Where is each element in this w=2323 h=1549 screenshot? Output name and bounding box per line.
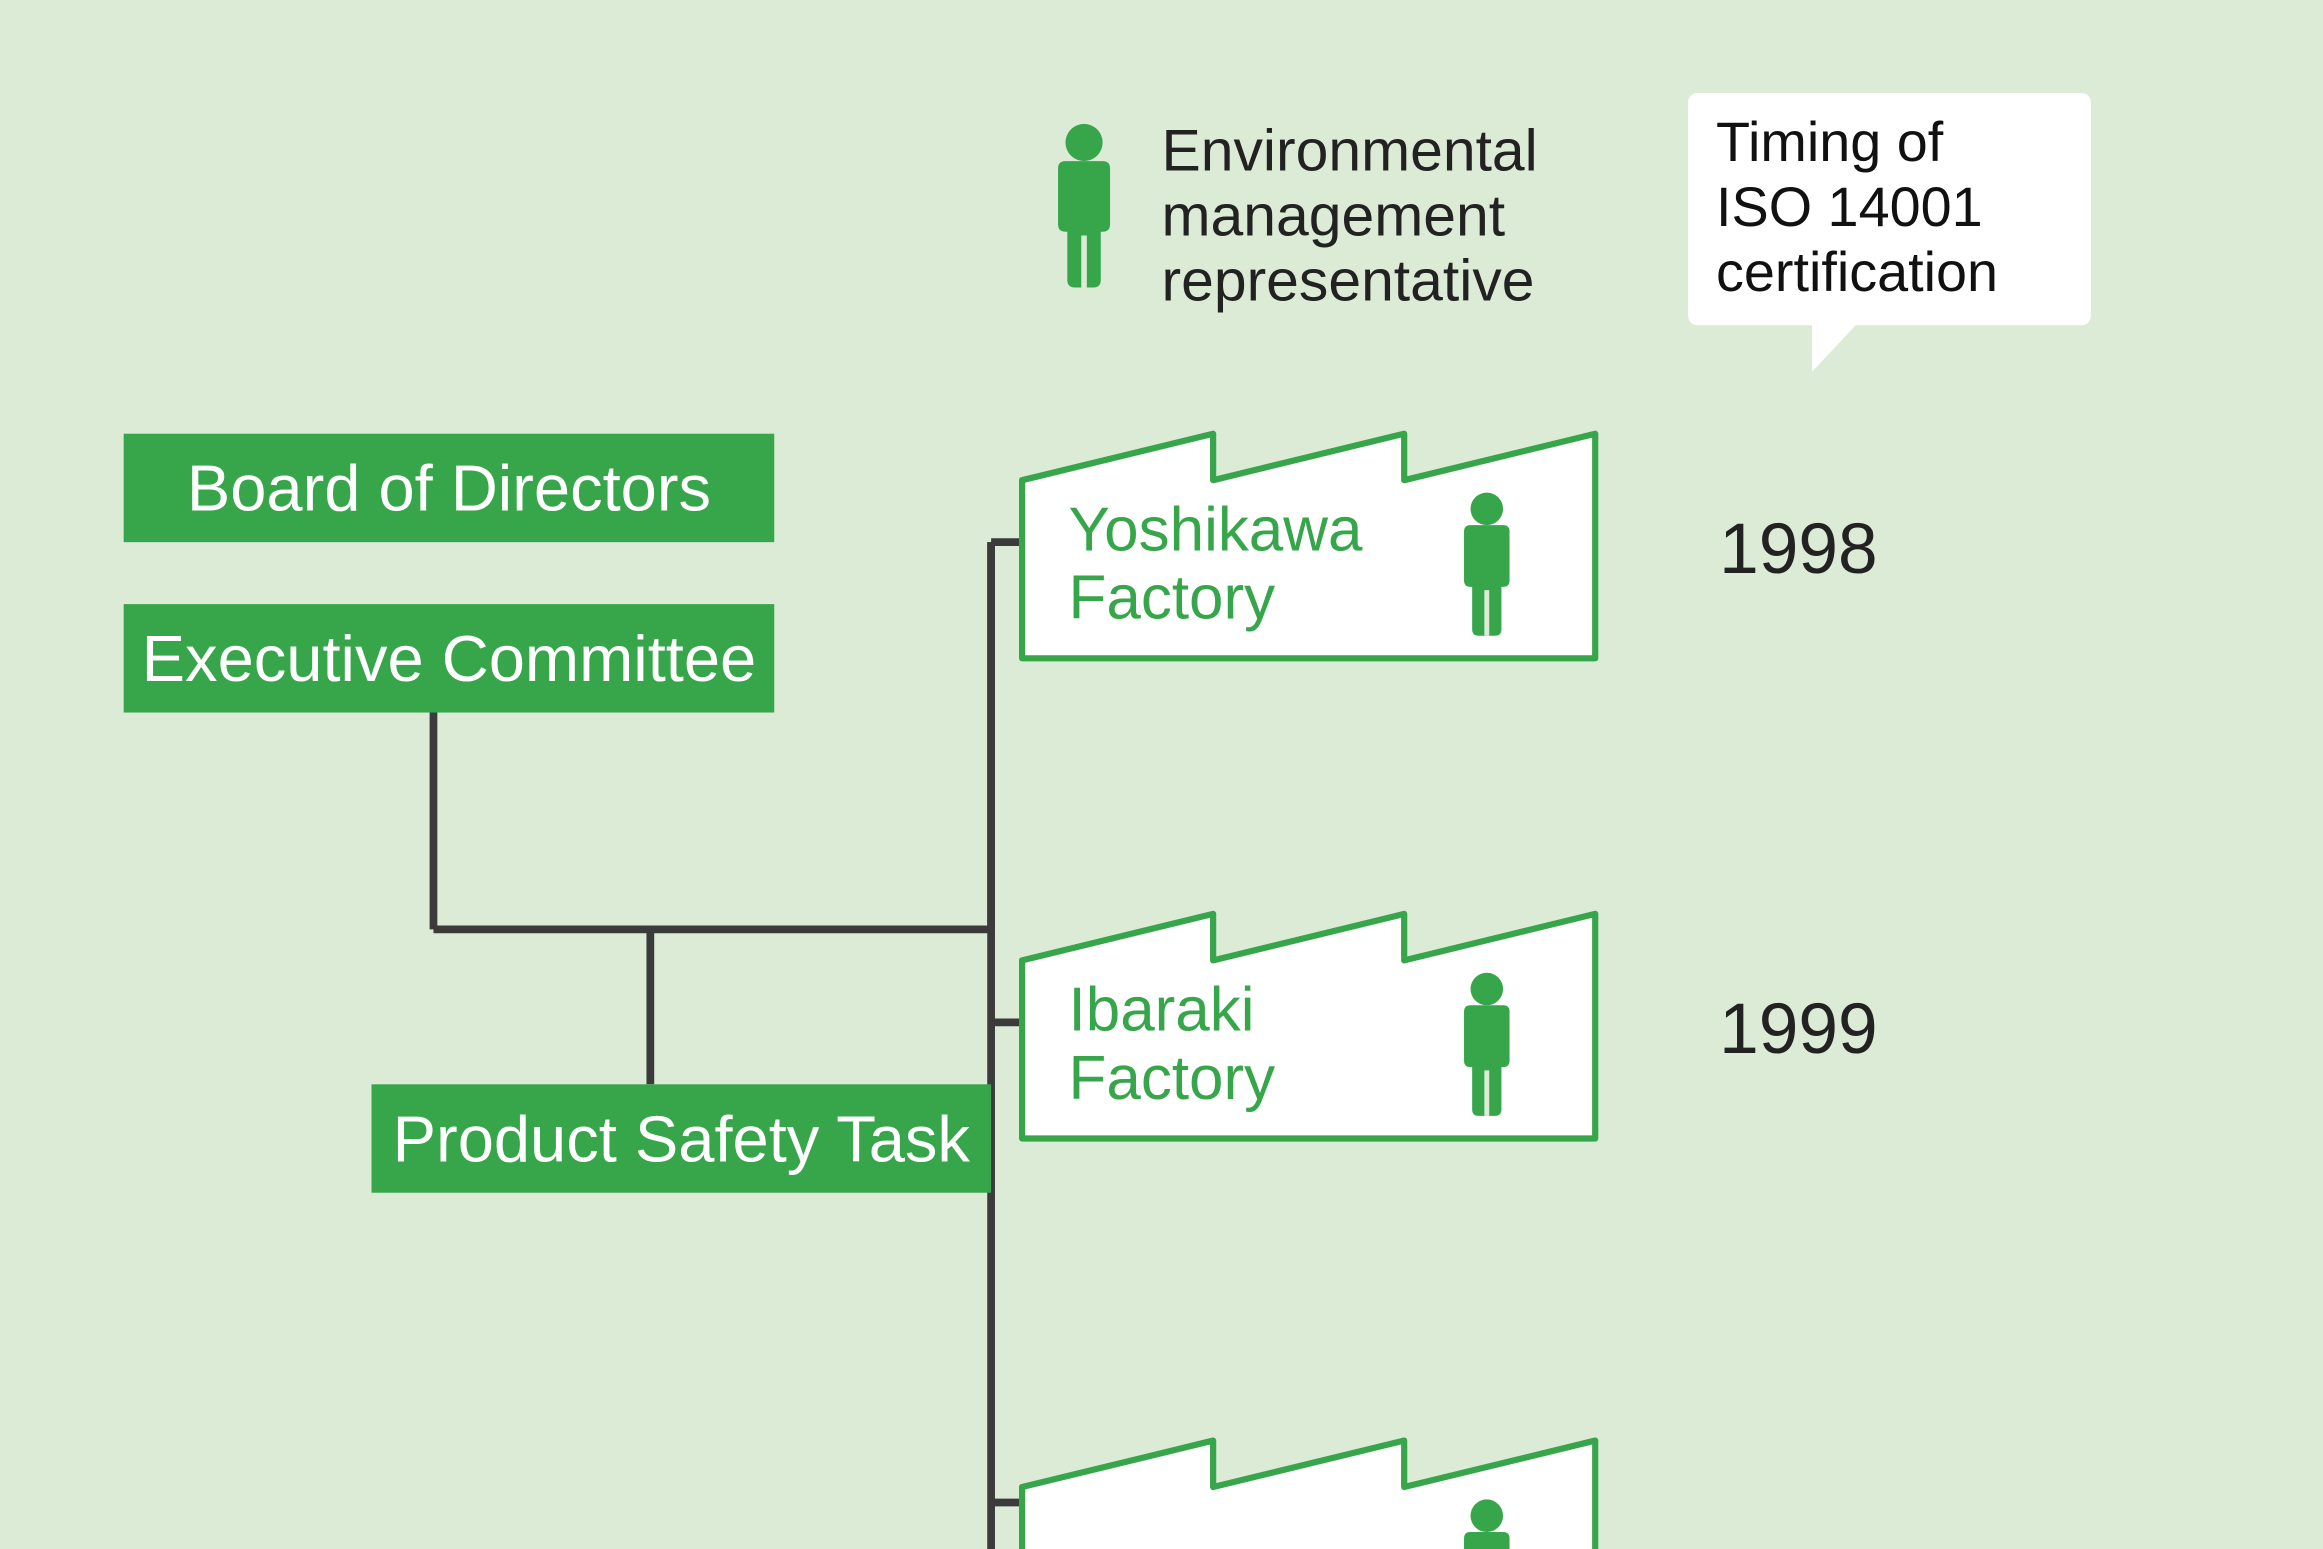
callout-line2: ISO 14001 xyxy=(1716,176,1983,238)
product-box: Product Safety Task xyxy=(372,1084,992,1192)
product-label: Product Safety Task xyxy=(393,1102,971,1175)
yoshikawa-year: 1998 xyxy=(1719,509,1878,589)
org-diagram: Board of Directors Executive Committee Pro… xyxy=(0,0,2323,1549)
callout-line3: certification xyxy=(1716,241,1998,303)
exec-label: Executive Committee xyxy=(142,622,757,695)
exec-box: Executive Committee xyxy=(124,604,775,712)
yoshikawa-label-2: Factory xyxy=(1069,564,1276,633)
ibaraki-year: 1999 xyxy=(1719,989,1878,1069)
legend-line2: management xyxy=(1162,183,1506,248)
legend-line1: Environmental xyxy=(1162,118,1538,183)
callout-line1: Timing of xyxy=(1716,111,1944,173)
legend-line3: representative xyxy=(1162,249,1535,314)
ibaraki-label-2: Factory xyxy=(1069,1044,1276,1113)
board-box: Board of Directors xyxy=(124,434,775,542)
yoshikawa-label-1: Yoshikawa xyxy=(1069,496,1363,565)
ibaraki-label-1: Ibaraki xyxy=(1069,976,1255,1045)
board-label: Board of Directors xyxy=(187,452,711,525)
